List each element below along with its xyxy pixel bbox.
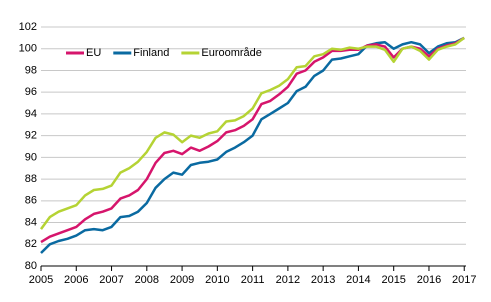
line-series — [40, 36, 465, 244]
y-tick-label: 102 — [19, 21, 37, 33]
legend-label: Finland — [133, 47, 169, 59]
y-tick-label: 96 — [25, 86, 37, 98]
legend-label: EU — [86, 47, 101, 59]
x-tick-label: 2008 — [135, 274, 159, 286]
x-tick-label: 2005 — [29, 274, 53, 286]
y-tick-label: 100 — [19, 43, 37, 55]
y-tick-label: 82 — [25, 238, 37, 250]
x-tick-label: 2009 — [170, 274, 194, 286]
y-tick-label: 80 — [25, 260, 37, 272]
y-tick-label: 86 — [25, 195, 37, 207]
x-tick-label: 2013 — [311, 274, 335, 286]
x-tick-label: 2006 — [64, 274, 88, 286]
x-tick-label: 2015 — [381, 274, 405, 286]
x-tick-label: 2014 — [346, 274, 370, 286]
y-tick-label: 92 — [25, 130, 37, 142]
x-tick-label: 2011 — [241, 274, 265, 286]
y-tick-label: 84 — [25, 216, 37, 228]
line-series — [40, 36, 465, 254]
x-tick-label: 2016 — [417, 274, 441, 286]
x-tick-label: 2017 — [452, 274, 476, 286]
y-tick-label: 88 — [25, 173, 37, 185]
legend-label: Euroområde — [201, 47, 262, 59]
line-series — [39, 36, 465, 230]
x-tick-label: 2010 — [205, 274, 229, 286]
y-tick-label: 90 — [25, 151, 37, 163]
x-tick-label: 2012 — [276, 274, 300, 286]
x-tick-label: 2007 — [99, 274, 123, 286]
y-tick-label: 94 — [25, 108, 37, 120]
y-tick-label: 98 — [25, 64, 37, 76]
